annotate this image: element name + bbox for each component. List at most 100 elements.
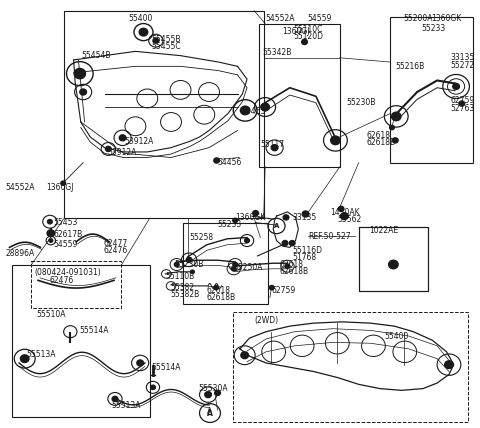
Text: 52763: 52763: [450, 104, 475, 113]
Text: 55382B: 55382B: [170, 290, 199, 299]
Text: 53912A: 53912A: [124, 137, 154, 146]
Text: 55230B: 55230B: [347, 98, 376, 107]
Circle shape: [302, 39, 307, 45]
Bar: [259, 24, 340, 167]
Circle shape: [106, 146, 111, 152]
Circle shape: [49, 239, 53, 242]
Text: 51768: 51768: [292, 253, 316, 262]
Text: 54559: 54559: [53, 240, 78, 249]
Circle shape: [74, 68, 85, 79]
Circle shape: [240, 106, 250, 115]
Bar: [12, 265, 150, 417]
Text: 62759: 62759: [450, 96, 475, 105]
Text: 55216B: 55216B: [395, 62, 424, 71]
Text: 55382: 55382: [170, 283, 194, 292]
Text: 55510A: 55510A: [36, 310, 66, 319]
Text: 55120D: 55120D: [294, 32, 324, 41]
Text: 55455: 55455: [241, 107, 266, 116]
Text: 55200A: 55200A: [403, 14, 432, 23]
Circle shape: [444, 361, 453, 369]
Text: 55110B: 55110B: [165, 272, 194, 281]
Text: 55400: 55400: [128, 14, 152, 23]
Circle shape: [80, 89, 86, 95]
Text: 55455C: 55455C: [151, 42, 180, 51]
Text: 1360GJ: 1360GJ: [282, 27, 309, 36]
Text: 53912A: 53912A: [107, 148, 136, 157]
Circle shape: [215, 390, 220, 395]
Circle shape: [233, 218, 238, 223]
Text: 55454B: 55454B: [82, 51, 111, 59]
Bar: [233, 312, 468, 422]
Circle shape: [233, 262, 238, 267]
Text: 55513A: 55513A: [26, 350, 56, 359]
Circle shape: [153, 38, 159, 43]
Text: 55250A: 55250A: [234, 263, 263, 272]
Text: 55272: 55272: [450, 61, 475, 70]
Circle shape: [245, 238, 250, 243]
Bar: [183, 223, 268, 304]
Text: 55233: 55233: [217, 220, 242, 229]
Bar: [64, 11, 264, 218]
Bar: [359, 227, 428, 291]
Circle shape: [289, 241, 295, 246]
Text: 1360GK: 1360GK: [432, 14, 462, 23]
Text: 55258: 55258: [189, 233, 213, 242]
Text: 55455B: 55455B: [151, 35, 180, 44]
Circle shape: [119, 135, 126, 141]
Text: 55453: 55453: [53, 218, 78, 227]
Text: 1430AK: 1430AK: [330, 208, 360, 217]
Text: 54552A: 54552A: [265, 14, 295, 23]
Text: A: A: [274, 223, 279, 229]
Text: 62476: 62476: [50, 276, 74, 285]
Text: 62618B: 62618B: [367, 138, 396, 147]
Text: 55514A: 55514A: [80, 326, 109, 335]
Circle shape: [174, 262, 179, 267]
Text: 55233: 55233: [421, 24, 445, 33]
Circle shape: [186, 257, 192, 262]
Text: 55110C: 55110C: [294, 25, 323, 34]
Text: 1360GK: 1360GK: [235, 213, 265, 222]
Circle shape: [283, 215, 289, 220]
Circle shape: [214, 285, 218, 290]
Text: 62618B: 62618B: [207, 293, 236, 302]
Text: 1022AE: 1022AE: [370, 226, 399, 235]
Text: 62618B: 62618B: [279, 268, 309, 276]
Circle shape: [285, 264, 290, 268]
Circle shape: [151, 385, 156, 389]
Circle shape: [282, 241, 288, 246]
Circle shape: [393, 138, 398, 143]
Text: 62476: 62476: [104, 246, 128, 255]
Circle shape: [214, 158, 219, 163]
Text: 55530A: 55530A: [199, 384, 228, 393]
Text: (080424-091031): (080424-091031): [34, 268, 101, 276]
Text: 55400: 55400: [384, 332, 408, 341]
Text: A: A: [207, 408, 213, 418]
Text: 55513A: 55513A: [112, 401, 141, 410]
Circle shape: [302, 211, 309, 217]
Text: 55342B: 55342B: [262, 48, 292, 57]
Bar: [390, 17, 473, 163]
Text: 55230B: 55230B: [175, 260, 204, 269]
Circle shape: [112, 396, 118, 401]
Circle shape: [261, 103, 269, 111]
Circle shape: [47, 230, 55, 237]
Circle shape: [341, 213, 348, 220]
Text: REF.50-527: REF.50-527: [308, 232, 350, 241]
Circle shape: [191, 270, 194, 273]
Circle shape: [205, 392, 211, 398]
Text: (2WD): (2WD): [254, 316, 278, 325]
Text: 62617B: 62617B: [53, 230, 83, 239]
Circle shape: [390, 125, 395, 130]
Circle shape: [48, 220, 52, 224]
Circle shape: [453, 83, 459, 89]
Circle shape: [137, 360, 144, 366]
Text: 62618: 62618: [279, 260, 303, 269]
Circle shape: [459, 101, 465, 106]
Circle shape: [231, 267, 236, 271]
Circle shape: [271, 145, 278, 151]
Text: 54559: 54559: [307, 14, 331, 23]
Text: 28896A: 28896A: [6, 249, 35, 258]
Bar: [359, 227, 428, 291]
Text: A: A: [207, 407, 213, 416]
Text: 62477: 62477: [104, 239, 128, 248]
